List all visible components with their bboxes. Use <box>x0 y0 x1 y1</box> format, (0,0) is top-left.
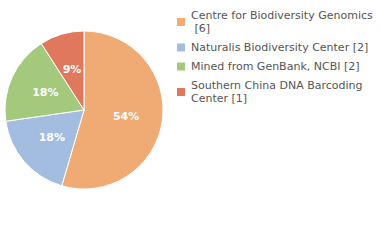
svg-text:[6]: [6] <box>191 22 210 35</box>
svg-text:Naturalis Biodiversity Center: Naturalis Biodiversity Center [2] <box>191 41 368 54</box>
svg-text:Mined from GenBank, NCBI [2]: Mined from GenBank, NCBI [2] <box>191 60 360 73</box>
svg-text:Centre for Biodiversity Genomi: Centre for Biodiversity Genomics <box>191 9 373 22</box>
svg-text:Center [1]: Center [1] <box>191 92 247 105</box>
svg-text:18%: 18% <box>32 86 58 99</box>
svg-text:54%: 54% <box>113 110 139 123</box>
svg-text:9%: 9% <box>63 63 82 76</box>
svg-text:Southern China DNA Barcoding: Southern China DNA Barcoding <box>191 79 366 92</box>
svg-text:18%: 18% <box>39 131 65 144</box>
